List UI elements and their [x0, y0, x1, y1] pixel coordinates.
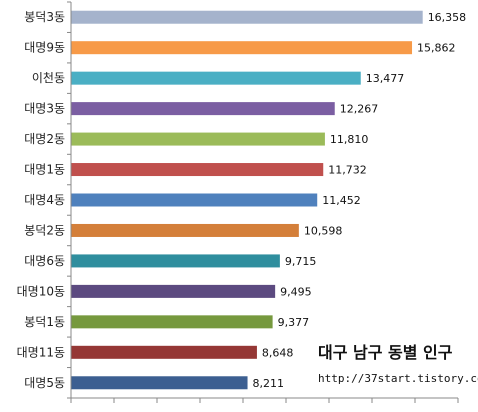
chart-caption-title: 대구 남구 동별 인구 [318, 343, 453, 362]
value-label-13: 8,211 [253, 377, 285, 390]
category-label-3: 이천동 [32, 70, 65, 85]
category-label-6: 대명1동 [24, 163, 65, 177]
bar-4 [71, 102, 335, 116]
value-label-8: 10,598 [304, 224, 343, 237]
bar-10 [71, 284, 276, 298]
value-label-5: 11,810 [330, 133, 369, 146]
bar-2 [71, 41, 413, 55]
category-labels: 봉덕3동대명9동이천동대명3동대명2동대명1동대명4동봉덕2동대명6동대명10동… [17, 10, 65, 390]
category-label-11: 봉덕1동 [24, 315, 65, 329]
chart-caption-url: http://37start.tistory.com [318, 372, 478, 385]
bar-12 [71, 345, 257, 359]
bar-8 [71, 223, 299, 237]
x-axis-ticks [67, 1, 459, 403]
bar-13 [71, 376, 248, 390]
category-label-13: 대명5동 [24, 376, 65, 390]
category-label-10: 대명10동 [17, 284, 65, 298]
category-label-2: 대명9동 [24, 41, 65, 55]
bar-7 [71, 193, 318, 207]
value-label-3: 13,477 [366, 72, 405, 85]
value-label-12: 8,648 [262, 346, 294, 359]
bar-5 [71, 132, 325, 146]
bar-1 [71, 10, 423, 24]
value-label-1: 16,358 [428, 11, 467, 24]
category-label-5: 대명2동 [24, 132, 65, 146]
value-label-11: 9,377 [278, 316, 310, 329]
value-label-4: 12,267 [340, 103, 379, 116]
category-label-12: 대명11동 [17, 345, 65, 359]
value-label-6: 11,732 [328, 164, 367, 177]
category-label-9: 대명6동 [24, 254, 65, 268]
category-label-8: 봉덕2동 [24, 223, 65, 237]
category-label-7: 대명4동 [24, 193, 65, 207]
bar-11 [71, 315, 273, 329]
value-labels: 16,358 15,862 13,477 12,267 11,810 11,732 11,4… [253, 11, 467, 390]
value-label-2: 15,862 [417, 42, 456, 55]
value-label-10: 9,495 [280, 285, 312, 298]
category-label-1: 봉덕3동 [24, 10, 65, 24]
bar-6 [71, 163, 324, 177]
bars-group [71, 10, 423, 390]
value-label-7: 11,452 [322, 194, 361, 207]
bar-3 [71, 71, 361, 85]
value-label-9: 9,715 [285, 255, 317, 268]
bar-9 [71, 254, 280, 268]
category-label-4: 대명3동 [24, 102, 65, 116]
